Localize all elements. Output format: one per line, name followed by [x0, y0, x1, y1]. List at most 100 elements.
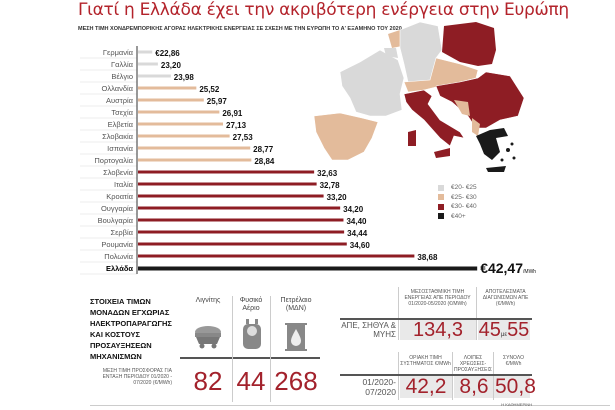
value-label: 28,84 [254, 157, 275, 166]
legend-swatch [438, 184, 444, 191]
bar [138, 74, 171, 78]
map-island [506, 148, 510, 152]
value-label: €42,47/MWh [480, 260, 536, 276]
legend: €20- €25 €25- €30 €30- €40 €40+ [438, 183, 477, 221]
divider [270, 296, 271, 402]
legend-swatch [438, 203, 444, 210]
map-france [339, 49, 405, 117]
map-albania [472, 118, 480, 136]
category-label: Ισπανία [107, 144, 134, 153]
gas-value: 44 [236, 366, 266, 396]
category-label: Γερμανία [103, 48, 134, 57]
credit: Η ΚΑΘΗΜΕΡΙΝΗ [501, 402, 532, 407]
divider [90, 405, 610, 406]
category-label: Ολλανδία [102, 84, 134, 93]
bar [138, 242, 347, 246]
page-title: Γιατί η Ελλάδα έχει την ακριβότερη ενέργ… [78, 0, 569, 20]
bar [138, 206, 341, 210]
value-label: 32,78 [320, 181, 341, 190]
bar [138, 62, 158, 66]
legend-label: €25- €30 [451, 193, 477, 201]
value-label: 34,40 [346, 217, 367, 226]
value-label: 33,20 [327, 193, 348, 202]
legend-entry: €20- €25 [438, 183, 477, 193]
bar [138, 110, 220, 114]
category-label: Κροατία [106, 192, 133, 201]
tender-value: 45με55 [478, 319, 530, 342]
row-label: ΜΕΣΗ ΤΙΜΗ ΠΡΟΣΦΟΡΑΣ ΓΙΑ ΕΝΤΑΞΗ ΠΕΡΙΟΔΟΥ … [102, 368, 172, 386]
divider [493, 352, 494, 400]
divider [340, 318, 532, 320]
cell-shade [478, 320, 530, 340]
res-col2-header: ΑΠΟΤΕΛΕΣΜΑΤΑ ΔΙΑΓΩΝΙΣΜΩΝ ΑΠΕ (€/MWh) [482, 289, 529, 307]
value-label: 27,53 [233, 133, 254, 142]
value-label: 27,13 [226, 121, 247, 130]
value-label: 34,60 [350, 241, 371, 250]
fuel-name-oil: Πετρέλαιο (ΜΔΝ) [280, 297, 312, 312]
category-label: Ελλάδα [106, 264, 133, 273]
category-label: Ιταλία [114, 180, 134, 189]
legend-label: €30- €40 [451, 203, 477, 211]
res-row-label: ΑΠΕ, ΣΗΘΥΑ & ΜΥΗΣ [341, 321, 396, 339]
value-label: 32,63 [317, 169, 338, 178]
bar [138, 134, 230, 138]
map-sardinia [408, 130, 416, 146]
value-label: 25,52 [199, 85, 220, 94]
total-value: 50,8 [495, 375, 536, 398]
other-charges-value: 8,6 [459, 375, 489, 398]
map-poland [442, 22, 496, 66]
map-sicily [434, 148, 450, 158]
legend-swatch [438, 194, 444, 201]
gas-tank-icon [243, 319, 261, 349]
map-bosnia [454, 100, 470, 116]
cell-shade [400, 320, 476, 340]
bar [138, 50, 153, 54]
bar [138, 218, 344, 222]
map-greece [476, 128, 508, 160]
divider [398, 352, 399, 400]
bar-chart: Γερμανία €22,86 Γαλλία 23,20 Βέλγιο 23,98 Ολλα… [80, 46, 536, 276]
res-col1-header: ΜΕΣΟΣΤΑΘΜΙΚΗ ΤΙΜΗ ΕΝΕΡΓΕΙΑΣ ΑΠΕ ΠΕΡΙΟΔΟΥ… [404, 289, 471, 307]
legend-entry: €30- €40 [438, 202, 477, 212]
lignite-value: 82 [193, 366, 223, 396]
divider [340, 374, 532, 376]
map-belgium [384, 48, 398, 58]
legend-swatch [438, 213, 444, 220]
fuel-name-lignite: Λιγνίτης [195, 297, 221, 304]
bar [138, 266, 478, 271]
cell-shade [400, 376, 452, 398]
divider [180, 357, 320, 359]
value-label: 34,44 [347, 229, 368, 238]
bar [138, 254, 415, 258]
bar [138, 146, 251, 150]
map-southeast [435, 71, 525, 129]
category-label: Σερβία [110, 228, 133, 237]
map-island [512, 156, 516, 160]
value-label: 26,91 [222, 109, 243, 118]
map-crete [486, 166, 506, 172]
category-label: Σλοβενία [103, 168, 134, 177]
value-label: 25,97 [207, 97, 228, 106]
category-label: Ουγγαρία [101, 204, 134, 213]
divider [476, 287, 477, 340]
fuel-name-gas: Φυσικό Αέριο [239, 297, 263, 312]
category-label: Αυστρία [106, 96, 134, 105]
map-italy [403, 89, 465, 147]
map-island [500, 158, 504, 162]
value-label: 28,77 [253, 145, 274, 154]
value-label: 23,98 [174, 73, 195, 82]
bar [138, 122, 224, 126]
bar [138, 98, 204, 102]
bar [138, 158, 252, 162]
unit-label: /MWh [523, 269, 536, 275]
res-value: 134,3 [412, 319, 464, 341]
legend-entry: €40+ [438, 212, 477, 222]
category-label: Πολωνία [104, 252, 133, 261]
category-label: Ρουμανία [101, 240, 133, 249]
mine-cart-icon [195, 326, 221, 349]
oil-barrel-icon [285, 323, 307, 351]
category-label: Σλοβακία [102, 132, 134, 141]
category-label: Βέλγιο [111, 72, 133, 81]
map-island [510, 142, 514, 146]
